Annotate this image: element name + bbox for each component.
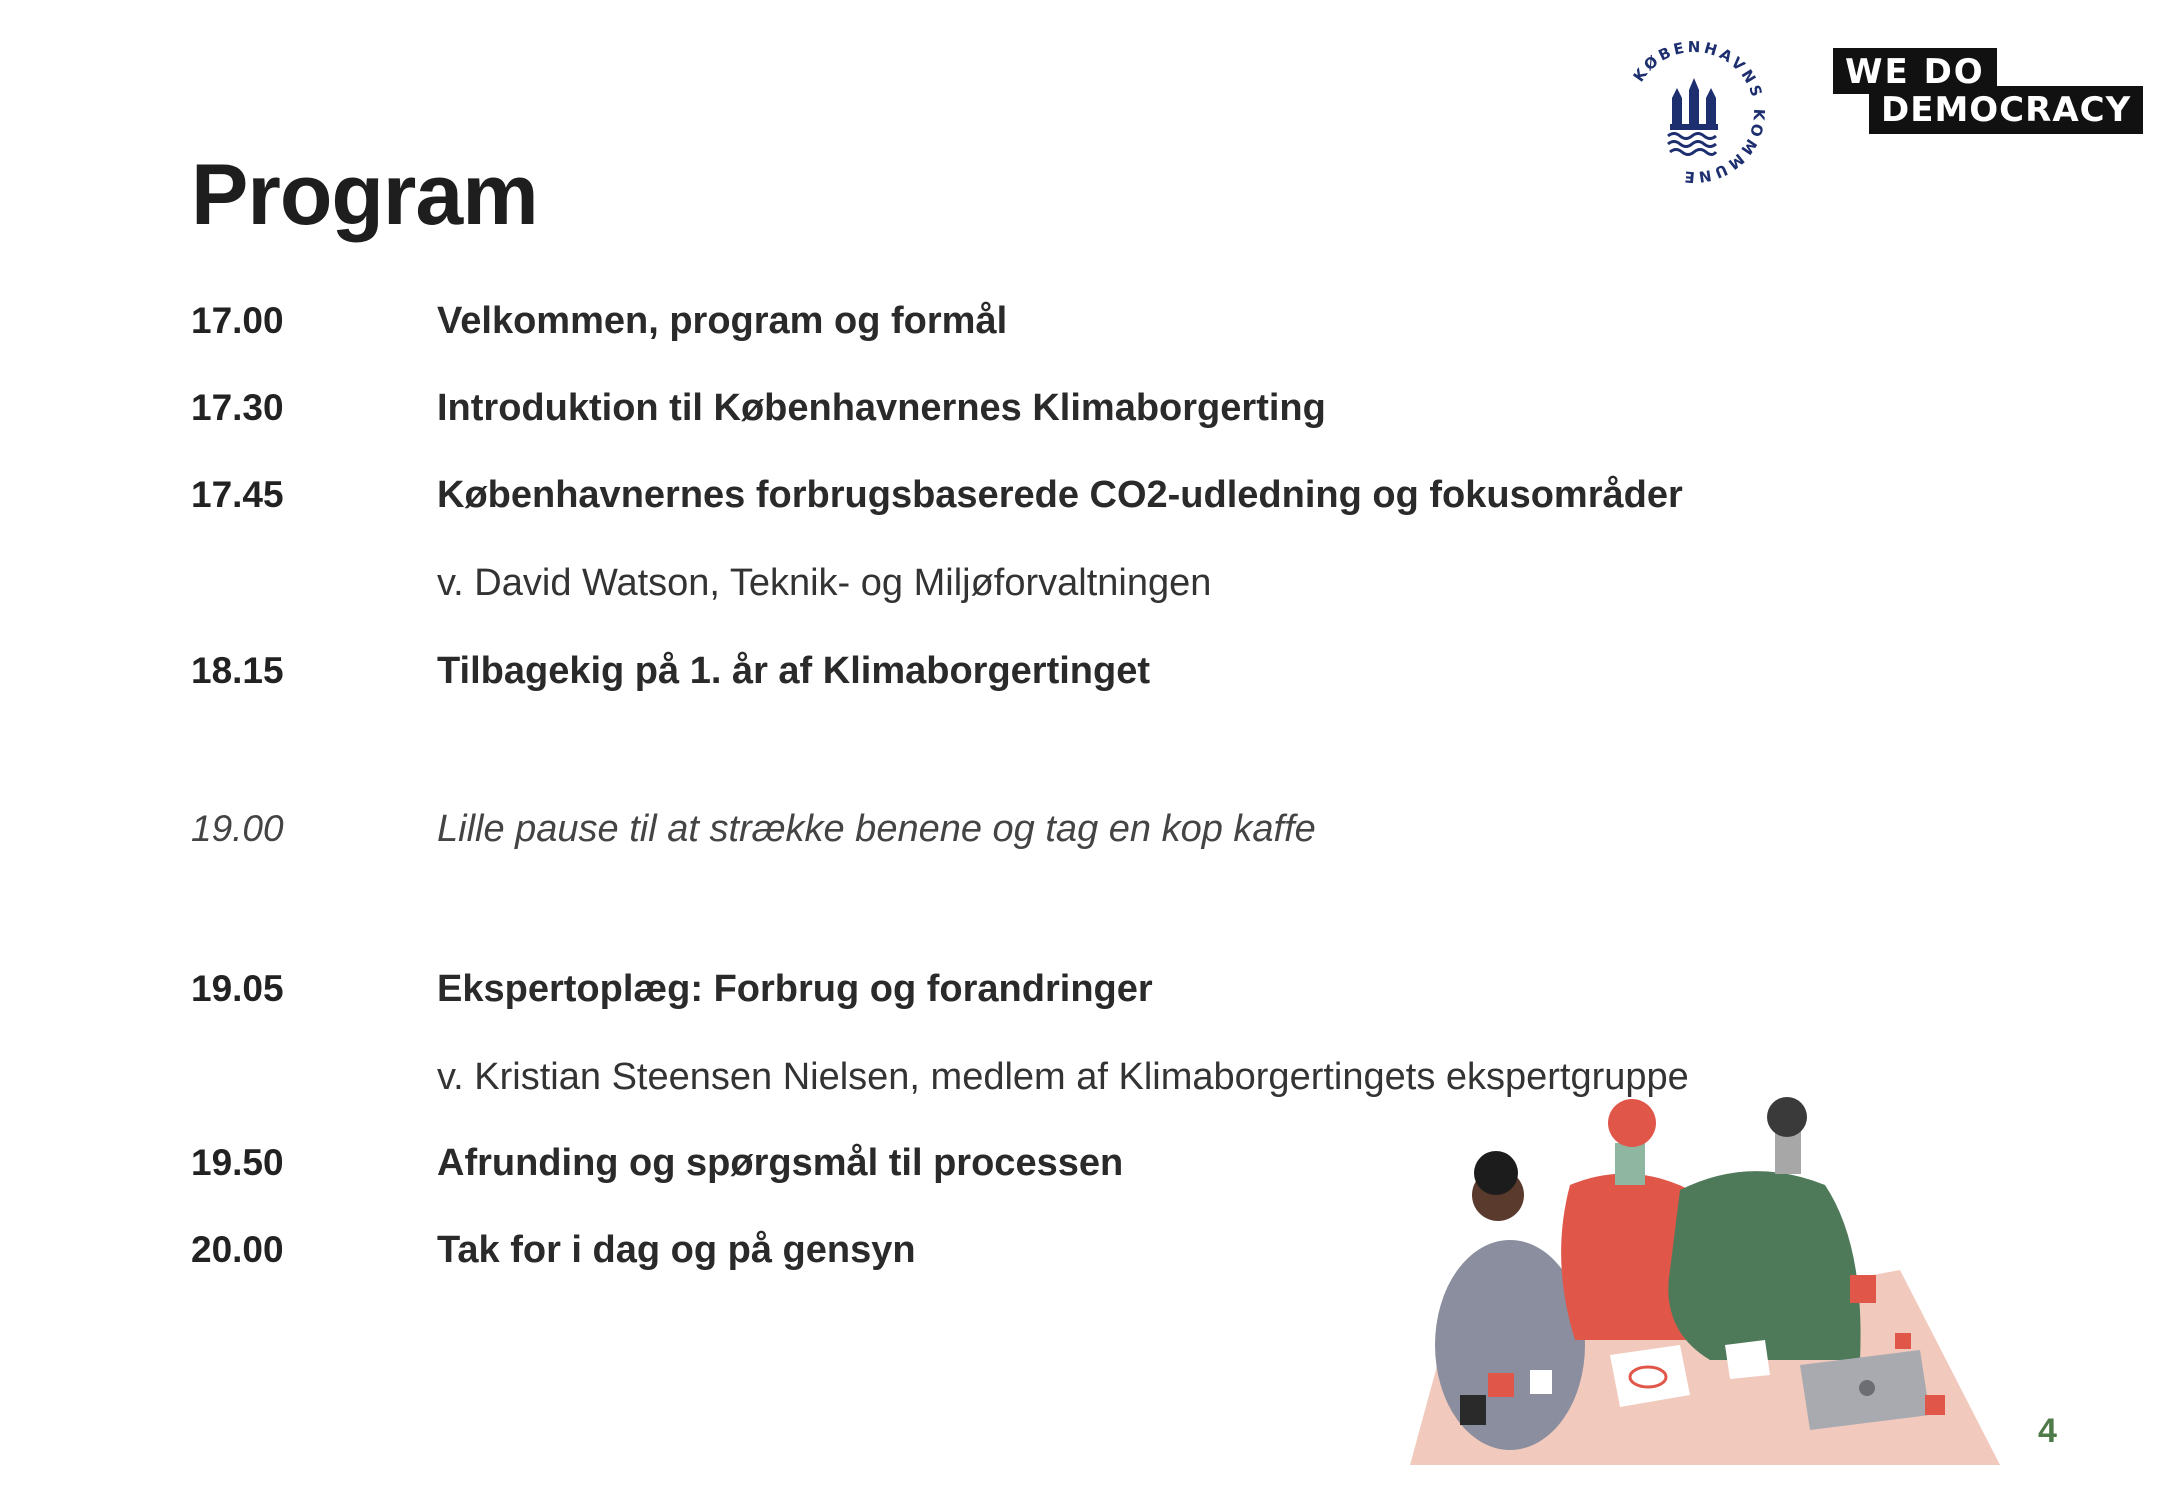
agenda-speaker: v. Kristian Steensen Nielsen, medlem af … <box>437 1056 1689 1098</box>
agenda-item: Københavnernes forbrugsbaserede CO2-udle… <box>437 474 1683 516</box>
agenda-time: 19.00 <box>191 808 284 849</box>
wdd-logo-line2: DEMOCRACY <box>1869 86 2144 134</box>
agenda-time: 20.00 <box>191 1229 284 1270</box>
agenda-speaker: v. David Watson, Teknik- og Miljøforvalt… <box>437 562 1212 604</box>
agenda-time: 19.05 <box>191 968 284 1009</box>
agenda-row: 18.15 Tilbagekig på 1. år af Klimaborger… <box>0 650 2167 710</box>
agenda-item: Velkommen, program og formål <box>437 300 1008 342</box>
agenda-row: 19.05 Ekspertoplæg: Forbrug og forandrin… <box>0 968 2167 1118</box>
agenda-item: Lille pause til at strække benene og tag… <box>437 808 1316 850</box>
agenda-item: Introduktion til Københavnernes Klimabor… <box>437 387 1326 429</box>
agenda-time: 17.00 <box>191 300 284 341</box>
wdd-logo-line1: WE DO <box>1833 48 1997 94</box>
agenda-item: Afrunding og spørgsmål til processen <box>437 1142 1124 1184</box>
agenda-time: 19.50 <box>191 1142 284 1183</box>
agenda-item: Tak for i dag og på gensyn <box>437 1229 916 1271</box>
agenda-row: 17.00 Velkommen, program og formål <box>0 300 2167 360</box>
agenda-row: 19.50 Afrunding og spørgsmål til process… <box>0 1142 2167 1202</box>
agenda-row: 17.30 Introduktion til Københavnernes Kl… <box>0 387 2167 447</box>
agenda-row: 17.45 Københavnernes forbrugsbaserede CO… <box>0 474 2167 624</box>
agenda-time: 17.45 <box>191 474 284 515</box>
agenda-item: Ekspertoplæg: Forbrug og forandringer <box>437 968 1153 1010</box>
agenda-time: 17.30 <box>191 387 284 428</box>
page-title: Program <box>191 147 539 243</box>
page-number: 4 <box>2038 1412 2057 1450</box>
we-do-democracy-logo: WE DO DEMOCRACY <box>1833 48 2144 134</box>
kobenhavns-kommune-logo: KØBENHAVNS KOMMUNE <box>1618 36 1770 188</box>
people-at-table-illustration <box>1380 1095 2020 1475</box>
agenda-row: 20.00 Tak for i dag og på gensyn <box>0 1229 2167 1289</box>
agenda-time: 18.15 <box>191 650 284 691</box>
agenda-item: Tilbagekig på 1. år af Klimaborgertinget <box>437 650 1151 692</box>
agenda-row-break: 19.00 Lille pause til at strække benene … <box>0 808 2167 868</box>
